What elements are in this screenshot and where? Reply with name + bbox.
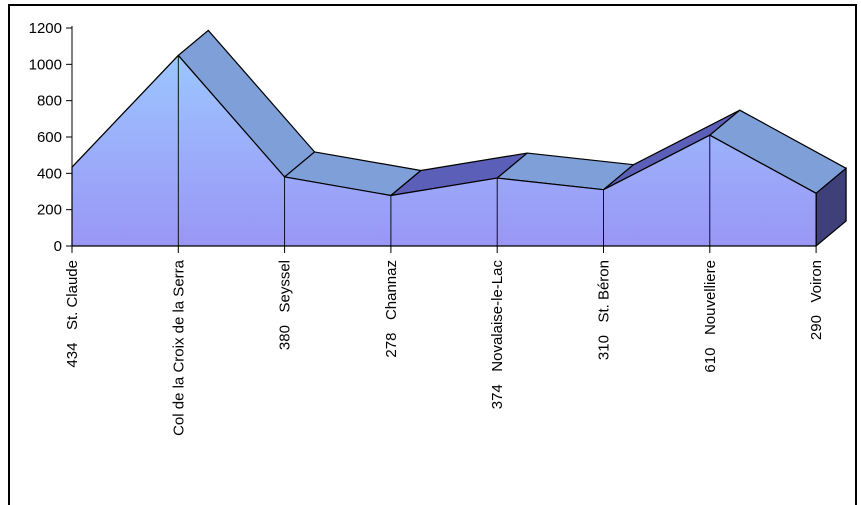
x-tick-label-0: 434 St. Claude [64,260,81,368]
x-tick-label-7: 290 Voiron [808,260,825,340]
y-tick-label-4: 800 [37,93,62,110]
x-tick-label-6: 610 Nouvelliere [702,260,719,373]
y-tick-label-2: 400 [37,165,62,182]
y-tick-label-1: 200 [37,202,62,219]
x-tick-label-5: 310 St. Béron [596,260,613,360]
y-tick-label-5: 1000 [29,56,62,73]
x-tick-label-3: 278 Channaz [383,260,400,358]
y-tick-label-3: 600 [37,129,62,146]
x-tick-label-2: 380 Seyssel [277,260,294,350]
x-tick-label-4: 374 Novalaise-le-Lac [489,260,506,410]
front-area [71,54,817,247]
x-tick-label-1: Col de la Croix de la Serra [170,259,187,436]
y-tick-label-0: 0 [54,238,62,255]
y-tick-label-6: 1200 [29,20,62,37]
